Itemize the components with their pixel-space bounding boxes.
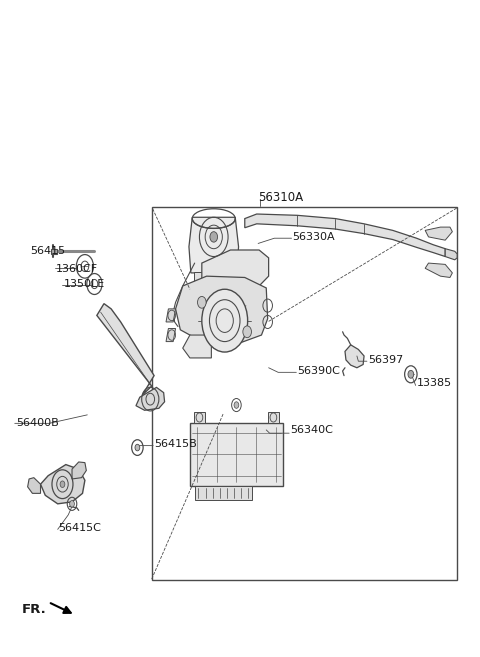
Text: 56310A: 56310A	[258, 191, 303, 204]
Polygon shape	[345, 345, 364, 368]
Bar	[268, 411, 279, 423]
Polygon shape	[245, 214, 445, 256]
Polygon shape	[189, 217, 239, 273]
Circle shape	[135, 444, 140, 451]
Text: 56340C: 56340C	[290, 425, 333, 435]
Text: 56330A: 56330A	[292, 232, 335, 242]
Circle shape	[210, 232, 217, 242]
Text: 56397: 56397	[368, 355, 403, 365]
Bar	[190, 423, 283, 486]
Circle shape	[198, 296, 206, 308]
Text: 1350LE: 1350LE	[63, 279, 105, 289]
Bar	[194, 411, 205, 423]
Text: FR.: FR.	[22, 603, 46, 616]
Text: 56390C: 56390C	[297, 366, 340, 376]
Polygon shape	[202, 250, 269, 288]
Circle shape	[408, 371, 414, 378]
Polygon shape	[166, 328, 176, 342]
Polygon shape	[166, 309, 176, 322]
Bar	[194, 271, 234, 286]
Circle shape	[234, 402, 239, 408]
Text: 56415B: 56415B	[154, 440, 197, 449]
Bar	[51, 249, 57, 254]
Polygon shape	[28, 478, 40, 493]
Circle shape	[60, 481, 65, 487]
Bar	[195, 486, 252, 500]
Polygon shape	[425, 227, 452, 240]
Polygon shape	[445, 249, 457, 260]
Polygon shape	[136, 388, 165, 410]
Circle shape	[70, 501, 74, 507]
Text: 56415: 56415	[30, 246, 65, 256]
Bar	[152, 208, 457, 580]
Text: 13385: 13385	[417, 378, 452, 388]
Circle shape	[243, 326, 252, 338]
Polygon shape	[176, 276, 268, 343]
Text: 1360CF: 1360CF	[56, 264, 98, 274]
Text: 56400B: 56400B	[16, 419, 59, 428]
Polygon shape	[425, 263, 452, 277]
Circle shape	[202, 289, 248, 352]
Polygon shape	[97, 304, 154, 396]
Text: 56415C: 56415C	[59, 523, 102, 533]
Polygon shape	[40, 464, 85, 504]
Polygon shape	[72, 462, 86, 479]
Polygon shape	[183, 335, 211, 358]
